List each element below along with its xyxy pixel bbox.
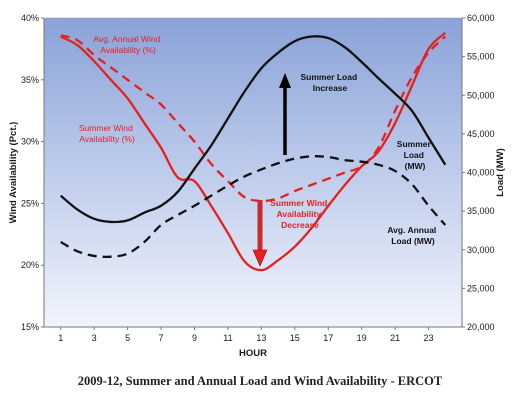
x-tick-label: 23	[424, 333, 434, 343]
y-left-tick-label: 40%	[21, 13, 39, 23]
x-tick-label: 17	[323, 333, 333, 343]
series-line-avg-annual-load-mw	[60, 155, 447, 259]
series-line-summer-load-mw	[59, 35, 447, 224]
y-right-tick-label: 40,000	[467, 168, 495, 178]
x-tick-label: 9	[192, 333, 197, 343]
series-line-summer-wind-availability	[60, 31, 447, 272]
y-right-tick-label: 35,000	[467, 206, 495, 216]
x-tick-label: 15	[290, 333, 300, 343]
y-right-tick-label: 50,000	[467, 90, 495, 100]
y-left-tick-label: 35%	[21, 75, 39, 85]
x-tick-label: 13	[256, 333, 266, 343]
y-right-tick-label: 60,000	[467, 13, 495, 23]
y-axis-right-title: Load (MW)	[495, 148, 506, 197]
x-tick-label: 5	[125, 333, 130, 343]
y-right-tick-label: 20,000	[467, 322, 495, 332]
x-tick-label: 3	[92, 333, 97, 343]
wind-decrease-arrow	[252, 200, 268, 267]
wind-decrease-label: Summer Wind Availability Decrease	[270, 198, 329, 230]
chart-title: 2009-12, Summer and Annual Load and Wind…	[78, 374, 443, 388]
summer-wind-label: Summer Wind Availability (%)	[79, 123, 135, 144]
y-right-tick-label: 25,000	[467, 283, 495, 293]
x-tick-label: 1	[58, 333, 63, 343]
y-axis-left-title: Wind Availability (Pct.)	[8, 122, 19, 224]
avg-annual-load-label: Avg. Annual Load (MW)	[387, 225, 438, 246]
avg-annual-wind-label: Avg. Annual Wind Availability (%)	[93, 34, 162, 55]
y-left-tick-label: 20%	[21, 260, 39, 270]
y-left-tick-label: 25%	[21, 198, 39, 208]
x-tick-label: 21	[390, 333, 400, 343]
plot-background	[44, 18, 462, 327]
x-tick-label: 11	[223, 333, 232, 343]
summer-load-label: Summer Load (MW)	[397, 139, 433, 171]
series-line-avg-annual-wind-availability	[60, 34, 447, 203]
y-right-tick-label: 45,000	[467, 129, 495, 139]
y-left-tick-label: 15%	[21, 322, 39, 332]
series-layer	[59, 31, 447, 272]
y-right-tick-label: 30,000	[467, 245, 495, 255]
axes-layer: 1 3 5 7 9 11 13 15 17 19 21 2315%20%25%30%35%40%20,…	[21, 13, 495, 343]
load-increase-label: Summer Load Increase	[300, 72, 359, 93]
load-increase-arrow	[279, 73, 291, 155]
y-right-tick-label: 55,000	[467, 52, 495, 62]
y-left-tick-label: 30%	[21, 137, 39, 147]
x-tick-label: 7	[159, 333, 164, 343]
x-axis-title: HOUR	[239, 348, 267, 359]
x-tick-label: 19	[357, 333, 367, 343]
